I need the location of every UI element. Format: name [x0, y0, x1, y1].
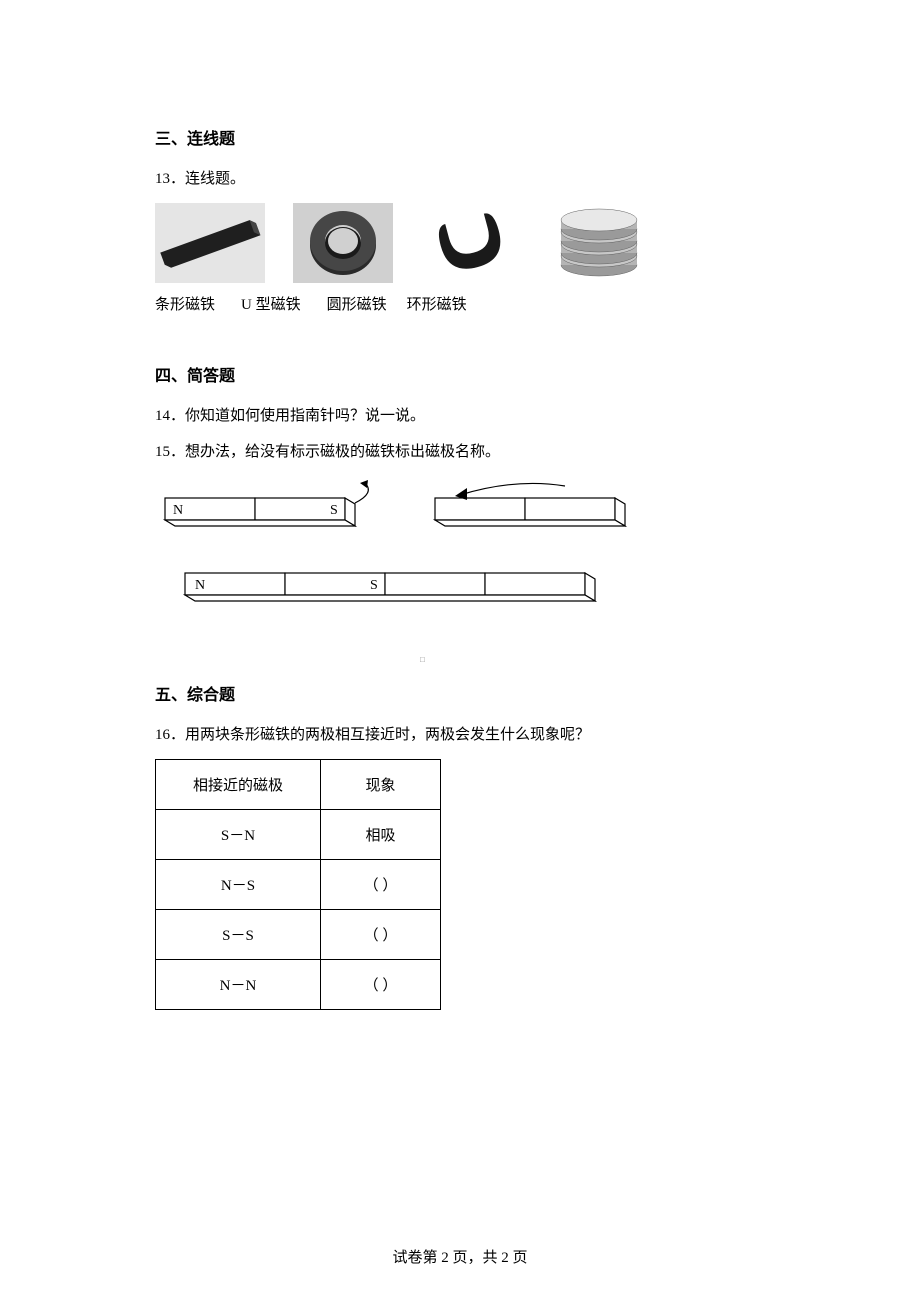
q15-text: 15．想办法，给没有标示磁极的磁铁标出磁极名称。 — [155, 440, 765, 464]
horseshoe-magnet-image — [421, 203, 521, 283]
page-footer: 试卷第 2 页，共 2 页 — [0, 1246, 920, 1267]
label-bar: 条形磁铁 — [155, 293, 215, 314]
cell-r2c2: （ ） — [321, 860, 441, 910]
center-marker: □ — [420, 655, 425, 664]
label-round: 圆形磁铁 — [327, 293, 387, 314]
cell-r4c2: （ ） — [321, 960, 441, 1010]
s-label-2: S — [370, 578, 378, 593]
label-ring: 环形磁铁 — [407, 293, 467, 314]
disc-magnet-image — [549, 203, 649, 283]
magnet-labels-row: 条形磁铁 U 型磁铁 圆形磁铁 环形磁铁 — [155, 293, 765, 314]
n-label: N — [173, 503, 183, 518]
q13-text: 13．连线题。 — [155, 167, 765, 191]
cell-r2c1: N－S — [156, 860, 321, 910]
section-4-header: 四、简答题 — [155, 362, 765, 386]
cell-r1c1: S－N — [156, 810, 321, 860]
ring-magnet-image — [293, 203, 393, 283]
section-3-header: 三、连线题 — [155, 125, 765, 149]
cell-r3c2: （ ） — [321, 910, 441, 960]
table-row: S－N 相吸 — [156, 810, 441, 860]
cell-r3c1: S－S — [156, 910, 321, 960]
section-5-header: 五、综合题 — [155, 681, 765, 705]
s-label: S — [330, 503, 338, 518]
cell-r1c2: 相吸 — [321, 810, 441, 860]
bar-magnet-image — [155, 203, 265, 283]
table-row: N－N （ ） — [156, 960, 441, 1010]
magnet-diagrams: N S — [155, 478, 765, 633]
label-u: U 型磁铁 — [241, 293, 301, 314]
table-header-1: 相接近的磁极 — [156, 760, 321, 810]
n-label-2: N — [195, 578, 205, 593]
cell-r4c1: N－N — [156, 960, 321, 1010]
q16-text: 16．用两块条形磁铁的两极相互接近时，两极会发生什么现象呢？ — [155, 723, 765, 747]
magnet-image-row — [155, 203, 765, 283]
q14-text: 14．你知道如何使用指南针吗？说一说。 — [155, 404, 765, 428]
table-header-2: 现象 — [321, 760, 441, 810]
table-row: S－S （ ） — [156, 910, 441, 960]
table-row: N－S （ ） — [156, 860, 441, 910]
magnet-poles-table: 相接近的磁极 现象 S－N 相吸 N－S （ ） S－S （ ） N－N （ ） — [155, 759, 441, 1010]
